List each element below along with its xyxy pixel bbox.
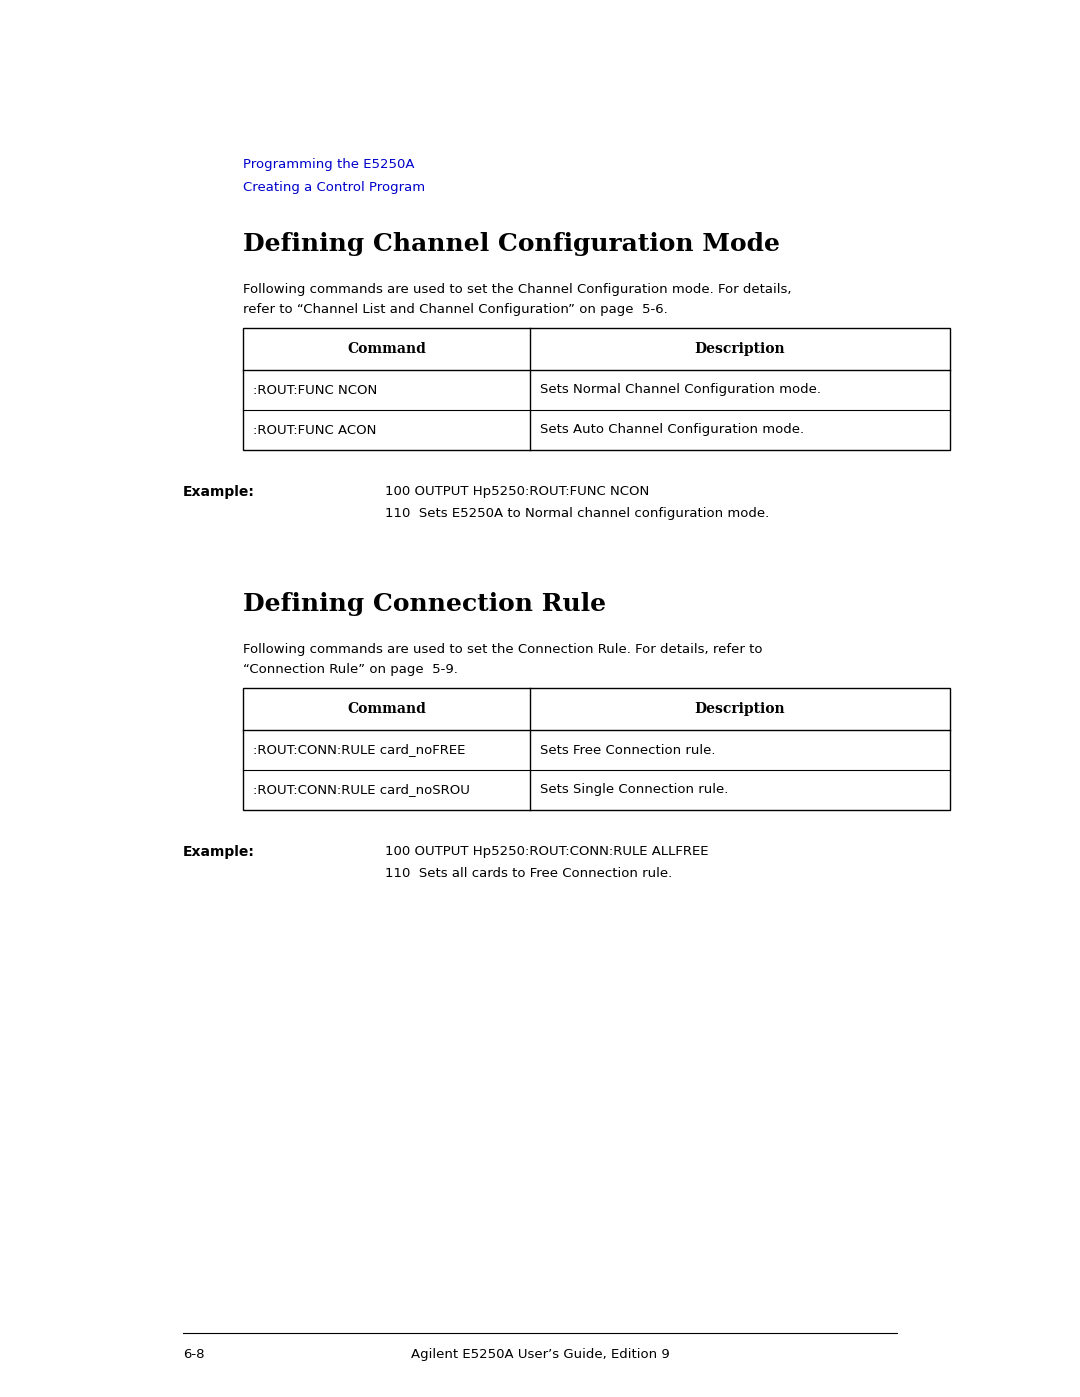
Text: Description: Description (694, 703, 785, 717)
Text: 100 OUTPUT Hp5250:ROUT:CONN:RULE ALLFREE: 100 OUTPUT Hp5250:ROUT:CONN:RULE ALLFREE (384, 845, 708, 858)
Text: Sets Normal Channel Configuration mode.: Sets Normal Channel Configuration mode. (540, 384, 821, 397)
Text: refer to “Channel List and Channel Configuration” on page  5-6.: refer to “Channel List and Channel Confi… (243, 303, 667, 316)
Text: Defining Connection Rule: Defining Connection Rule (243, 592, 606, 616)
Text: 110  Sets all cards to Free Connection rule.: 110 Sets all cards to Free Connection ru… (384, 868, 672, 880)
Text: 100 OUTPUT Hp5250:ROUT:FUNC NCON: 100 OUTPUT Hp5250:ROUT:FUNC NCON (384, 485, 649, 497)
Text: “Connection Rule” on page  5-9.: “Connection Rule” on page 5-9. (243, 664, 458, 676)
Text: Example:: Example: (183, 485, 255, 499)
Text: Defining Channel Configuration Mode: Defining Channel Configuration Mode (243, 232, 780, 256)
Text: Programming the E5250A: Programming the E5250A (243, 158, 415, 170)
Text: Description: Description (694, 342, 785, 356)
Text: 6-8: 6-8 (183, 1348, 204, 1361)
Text: Creating a Control Program: Creating a Control Program (243, 182, 426, 194)
Text: Sets Auto Channel Configuration mode.: Sets Auto Channel Configuration mode. (540, 423, 805, 436)
Text: Example:: Example: (183, 845, 255, 859)
Text: Following commands are used to set the Channel Configuration mode. For details,: Following commands are used to set the C… (243, 284, 792, 296)
Text: Agilent E5250A User’s Guide, Edition 9: Agilent E5250A User’s Guide, Edition 9 (410, 1348, 670, 1361)
Bar (243, 328, 950, 450)
Text: :ROUT:FUNC NCON: :ROUT:FUNC NCON (253, 384, 377, 397)
Text: Command: Command (347, 342, 426, 356)
Text: 110  Sets E5250A to Normal channel configuration mode.: 110 Sets E5250A to Normal channel config… (384, 507, 769, 520)
Text: Following commands are used to set the Connection Rule. For details, refer to: Following commands are used to set the C… (243, 643, 762, 657)
Text: :ROUT:CONN:RULE card_noFREE: :ROUT:CONN:RULE card_noFREE (253, 743, 465, 757)
Text: Sets Single Connection rule.: Sets Single Connection rule. (540, 784, 728, 796)
Text: Sets Free Connection rule.: Sets Free Connection rule. (540, 743, 715, 757)
Bar (243, 687, 950, 810)
Text: :ROUT:CONN:RULE card_noSROU: :ROUT:CONN:RULE card_noSROU (253, 784, 470, 796)
Text: :ROUT:FUNC ACON: :ROUT:FUNC ACON (253, 423, 376, 436)
Text: Command: Command (347, 703, 426, 717)
